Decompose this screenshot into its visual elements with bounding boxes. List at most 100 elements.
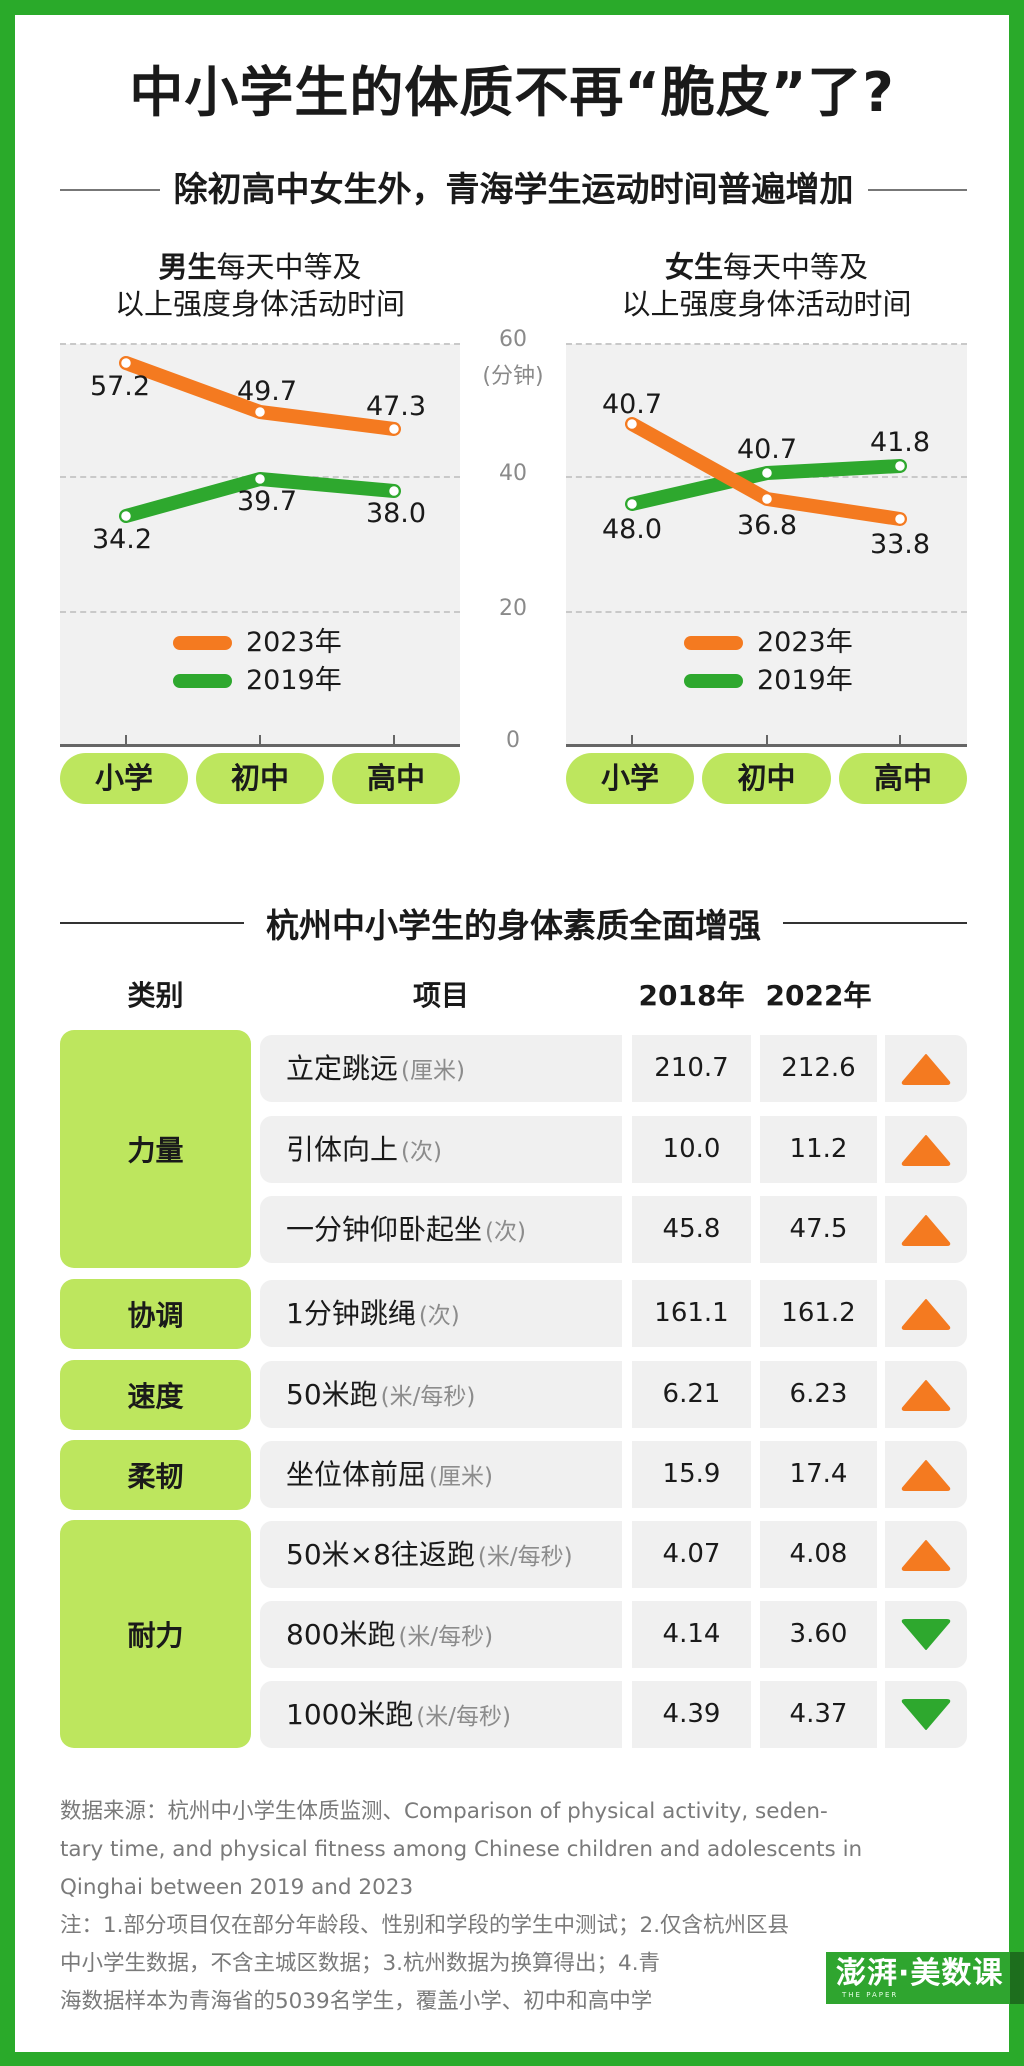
trend-cell xyxy=(885,1035,967,1102)
trend-cell xyxy=(885,1116,967,1183)
line-series-svg xyxy=(119,356,907,526)
girls-title-line2: 以上强度身体活动时间 xyxy=(621,287,912,321)
value-2018: 161.1 xyxy=(632,1280,751,1347)
down-arrow-icon xyxy=(901,1698,951,1730)
page-title: 中小学生的体质不再“脆皮”了? xyxy=(129,61,895,124)
girls-label: 女生 xyxy=(664,250,723,284)
header-category: 类别 xyxy=(127,979,184,1012)
header-item: 项目 xyxy=(412,979,469,1012)
data-point-markers xyxy=(119,356,907,526)
table-row-item: 引体向上 (次) xyxy=(260,1116,622,1183)
footnote-line: 注：1.部分项目仅在部分年龄段、性别和学段的学生中测试；2.仅含杭州区县 xyxy=(60,1913,790,1938)
data-label: 33.8 xyxy=(869,529,931,560)
y-tick-40: 40 xyxy=(499,461,527,486)
value-2022: 17.4 xyxy=(760,1441,877,1508)
legend-2019-swatch xyxy=(173,674,232,688)
item-unit: (米/每秒) xyxy=(398,1624,494,1650)
value-2022: 4.08 xyxy=(760,1521,877,1588)
value-2022: 3.60 xyxy=(760,1601,877,1668)
x-tick xyxy=(631,735,633,745)
legend-2023-swatch xyxy=(173,636,232,650)
item-unit: (米/每秒) xyxy=(416,1704,511,1730)
data-label: 49.7 xyxy=(236,376,298,407)
chart-section-header: 除初高中女生外，青海学生运动时间普遍增加 xyxy=(60,166,967,214)
table-row-item: 一分钟仰卧起坐 (次) xyxy=(260,1196,622,1263)
gridline-60 xyxy=(566,343,967,345)
table-row-item: 50米跑 (米/每秒) xyxy=(260,1361,622,1428)
value-2018: 4.39 xyxy=(632,1681,751,1748)
item-unit: (米/每秒) xyxy=(477,1544,573,1570)
data-label: 39.7 xyxy=(236,486,298,517)
value-2018: 15.9 xyxy=(632,1441,751,1508)
category-flexibility: 柔韧 xyxy=(60,1440,251,1510)
boys-label: 男生 xyxy=(158,250,217,284)
value-2022: 11.2 xyxy=(760,1116,877,1183)
category-pill-senior: 高中 xyxy=(839,753,967,804)
legend-2019-swatch xyxy=(684,674,743,688)
legend-2019-label: 2019年 xyxy=(246,665,342,696)
data-label: 40.7 xyxy=(736,434,798,465)
down-arrow-icon xyxy=(901,1618,951,1650)
category-strength: 力量 xyxy=(60,1030,251,1268)
value-2018: 10.0 xyxy=(632,1116,751,1183)
table-row-item: 立定跳远 (厘米) xyxy=(260,1035,622,1102)
item-unit: (厘米) xyxy=(401,1058,465,1084)
value-2018: 4.14 xyxy=(632,1601,751,1668)
girls-x-axis xyxy=(566,744,967,747)
legend-2023-label: 2023年 xyxy=(246,627,342,658)
value-2022: 161.2 xyxy=(760,1280,877,1347)
table-section-title: 杭州中小学生的身体素质全面增强 xyxy=(266,906,761,945)
value-2022: 47.5 xyxy=(760,1196,877,1263)
boys-title-line1: 每天中等及 xyxy=(216,250,362,284)
item-name: 1分钟跳绳 xyxy=(286,1297,416,1330)
x-tick xyxy=(899,735,901,745)
table-row-item: 1000米跑 (米/每秒) xyxy=(260,1681,622,1748)
table-row-item: 坐位体前屈 (厘米) xyxy=(260,1441,622,1508)
legend-2023-swatch xyxy=(684,636,743,650)
category-pill-primary: 小学 xyxy=(566,753,694,804)
footnote-line: 数据来源：杭州中小学生体质监测、Comparison of physical a… xyxy=(60,1799,828,1824)
data-label: 57.2 xyxy=(89,371,151,402)
legend-2023-label: 2023年 xyxy=(757,627,853,658)
category-endurance: 耐力 xyxy=(60,1520,251,1748)
gridline-20 xyxy=(60,611,460,613)
category-pill-junior: 初中 xyxy=(196,753,324,804)
value-2018: 4.07 xyxy=(632,1521,751,1588)
girls-chart-title: 女生每天中等及 以上强度身体活动时间 xyxy=(566,249,967,323)
brand-logo-text: 澎湃·美数课 xyxy=(836,1956,1004,1991)
item-unit: (次) xyxy=(485,1219,526,1245)
x-tick xyxy=(766,735,768,745)
y-axis-unit: (分钟) xyxy=(482,364,544,389)
x-tick xyxy=(259,735,261,745)
category-speed: 速度 xyxy=(60,1360,251,1430)
data-label: 40.7 xyxy=(601,389,663,420)
trend-cell xyxy=(885,1521,967,1588)
chart-section-title: 除初高中女生外，青海学生运动时间普遍增加 xyxy=(173,170,854,210)
footnote-line: 中小学生数据，不含主城区数据；3.杭州数据为换算得出；4.青 xyxy=(60,1951,661,1976)
value-2022: 6.23 xyxy=(760,1361,877,1428)
y-tick-20: 20 xyxy=(499,596,527,621)
category-pill-senior: 高中 xyxy=(332,753,460,804)
category-pill-junior: 初中 xyxy=(702,753,831,804)
brand-logo: 澎湃·美数课 THE PAPER xyxy=(826,1952,1024,2004)
brand-logo-edge xyxy=(1010,1952,1024,2004)
value-2018: 6.21 xyxy=(632,1361,751,1428)
value-2018: 45.8 xyxy=(632,1196,751,1263)
boys-title-line2: 以上强度身体活动时间 xyxy=(114,287,405,321)
gridline-20 xyxy=(566,611,967,613)
item-name: 50米跑 xyxy=(286,1378,378,1411)
item-unit: (次) xyxy=(418,1303,460,1329)
footnote-line: tary time, and physical fitness among Ch… xyxy=(60,1837,863,1862)
data-label: 48.0 xyxy=(601,514,663,545)
value-2022: 4.37 xyxy=(760,1681,877,1748)
up-arrow-icon xyxy=(901,1214,951,1246)
up-arrow-icon xyxy=(901,1134,951,1166)
girls-plot-area xyxy=(566,344,967,745)
header-2018: 2018年 xyxy=(638,979,745,1012)
item-unit: (次) xyxy=(401,1139,442,1165)
divider-left xyxy=(60,922,244,924)
data-label: 36.8 xyxy=(736,510,798,541)
data-label: 41.8 xyxy=(869,427,931,458)
y-tick-0: 0 xyxy=(506,728,520,753)
item-unit: (厘米) xyxy=(429,1464,493,1490)
